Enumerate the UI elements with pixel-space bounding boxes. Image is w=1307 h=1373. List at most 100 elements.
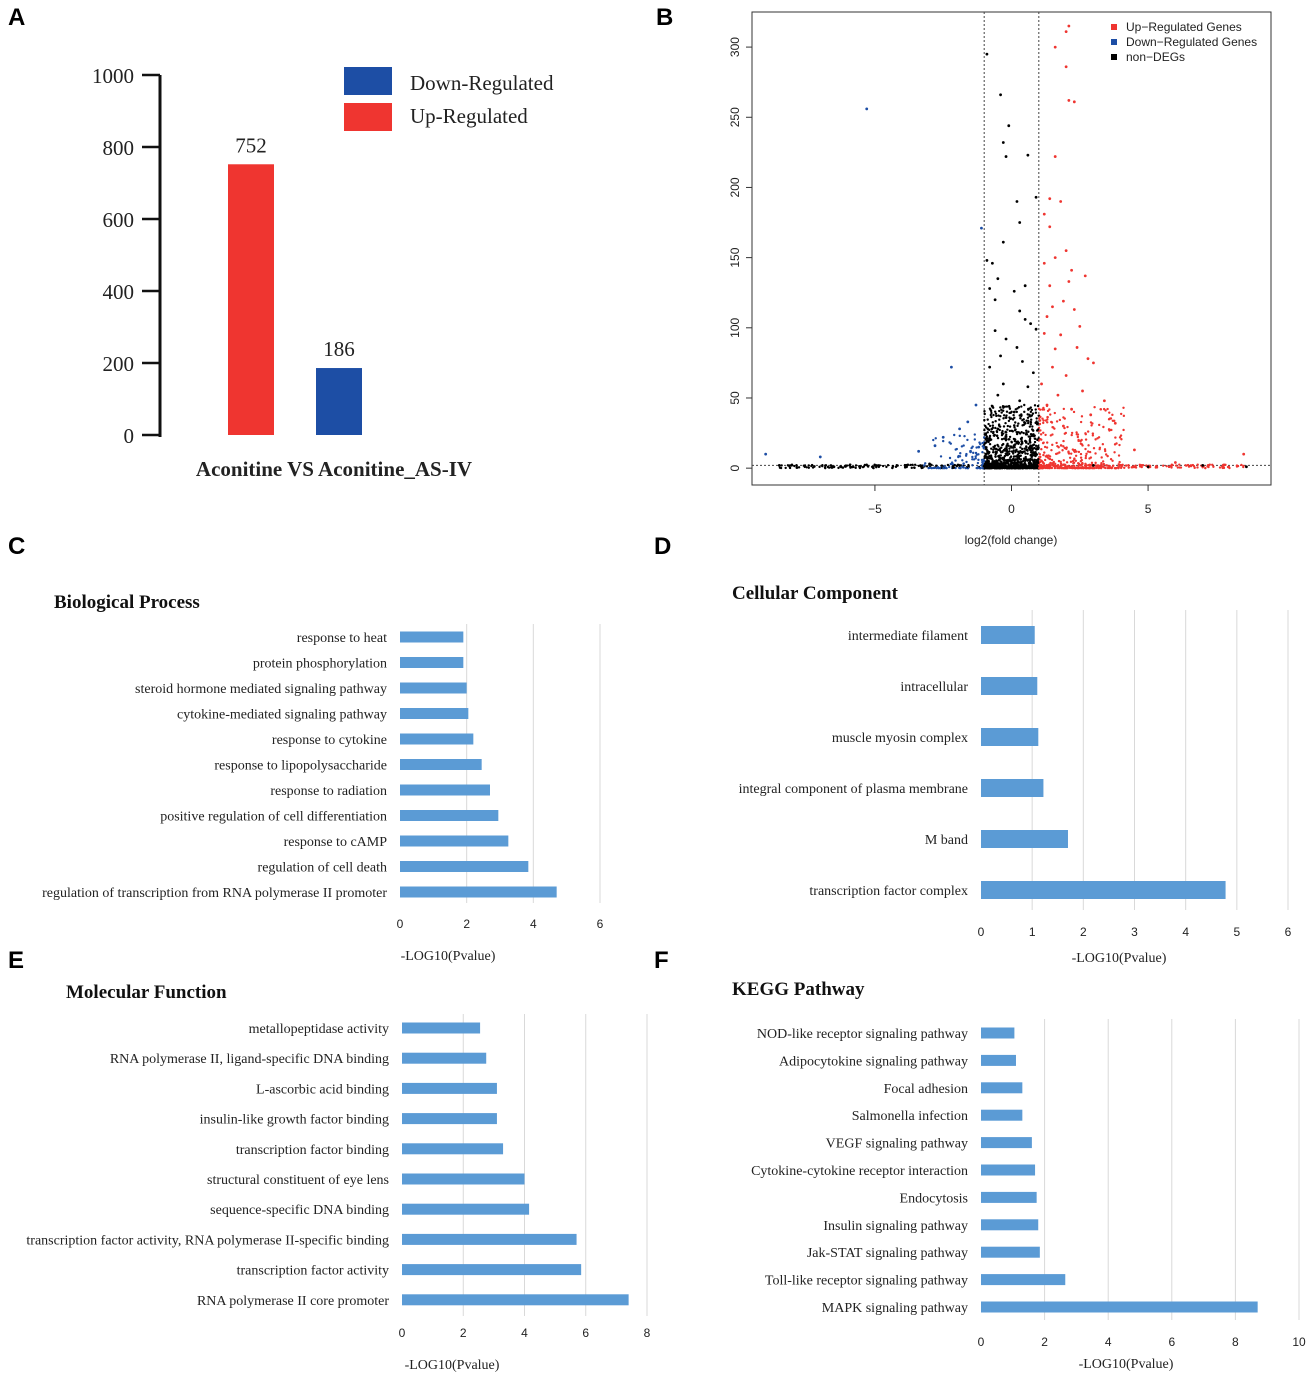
b-point-down bbox=[966, 420, 970, 424]
b-point-down bbox=[933, 444, 937, 448]
x-axis-label: -LOG10(Pvalue) bbox=[1072, 951, 1167, 966]
x-tick-label: 4 bbox=[1182, 925, 1189, 939]
a-y-tick-label: 0 bbox=[124, 424, 135, 448]
panel-a-deg-counts: 0 200 400 600 800 1000 752 186 Aconitine VS Ac… bbox=[92, 64, 554, 481]
b-point-nondeg bbox=[1023, 317, 1027, 321]
category-label: intracellular bbox=[900, 680, 968, 695]
category-label: NOD-like receptor signaling pathway bbox=[757, 1027, 968, 1042]
b-point-up bbox=[1086, 357, 1090, 361]
panel-title: Molecular Function bbox=[66, 982, 227, 1003]
b-point-nondeg bbox=[988, 365, 992, 369]
category-label: regulation of transcription from RNA pol… bbox=[42, 886, 387, 901]
b-point-down bbox=[958, 427, 961, 431]
b-point-up bbox=[1064, 249, 1068, 253]
a-bar-value-label: 752 bbox=[235, 133, 267, 157]
bar bbox=[981, 830, 1068, 848]
category-label: transcription factor activity, RNA polym… bbox=[26, 1233, 389, 1248]
a-legend-label-down: Down-Regulated bbox=[410, 71, 554, 95]
category-label: transcription factor binding bbox=[236, 1143, 389, 1158]
b-point-down bbox=[974, 403, 978, 407]
b-point-up bbox=[1040, 382, 1043, 386]
bar bbox=[981, 728, 1039, 746]
x-tick-label: 0 bbox=[397, 917, 404, 931]
b-point-nondeg bbox=[985, 259, 989, 262]
b-point-nondeg bbox=[988, 438, 992, 442]
bar bbox=[981, 677, 1038, 695]
b-point-up bbox=[1067, 280, 1071, 283]
x-tick-label: 5 bbox=[1233, 925, 1240, 939]
b-point-up bbox=[1072, 100, 1076, 104]
b-point-up bbox=[1062, 299, 1065, 303]
category-label: response to cAMP bbox=[284, 835, 388, 850]
b-point-nondeg bbox=[1029, 322, 1033, 325]
b-point-up bbox=[1133, 448, 1136, 452]
x-tick-label: 4 bbox=[530, 917, 537, 931]
b-point-up bbox=[1064, 65, 1068, 69]
b-point-nondeg bbox=[1004, 155, 1008, 158]
x-tick-label: 6 bbox=[582, 1326, 589, 1340]
b-point-nondeg bbox=[993, 329, 997, 333]
a-legend-label-up: Up-Regulated bbox=[410, 104, 528, 128]
b-point-up bbox=[1064, 374, 1068, 377]
x-tick-label: 4 bbox=[521, 1326, 528, 1340]
b-point-up bbox=[1102, 399, 1106, 403]
panel-letter-e: E bbox=[8, 947, 24, 974]
a-legend-swatch-down bbox=[344, 67, 392, 95]
a-x-axis-label: Aconitine VS Aconitine_AS-IV bbox=[196, 457, 472, 481]
b-point-nondeg bbox=[996, 277, 1000, 281]
b-point-down bbox=[764, 452, 768, 456]
x-tick-label: 6 bbox=[1168, 1335, 1175, 1349]
b-point-nondeg bbox=[1001, 141, 1005, 144]
b-y-tick-label: 150 bbox=[728, 247, 742, 267]
category-label: Jak-STAT signaling pathway bbox=[807, 1246, 968, 1261]
b-point-nondeg bbox=[996, 427, 1000, 431]
panel-title: KEGG Pathway bbox=[732, 979, 865, 1000]
b-point-nondeg bbox=[1023, 284, 1027, 288]
b-point-nondeg bbox=[1001, 240, 1005, 244]
bar bbox=[400, 631, 464, 643]
b-point-nondeg bbox=[1018, 221, 1022, 224]
b-point-down bbox=[941, 435, 945, 439]
x-tick-label: 0 bbox=[978, 925, 985, 939]
x-tick-label: 0 bbox=[978, 1335, 985, 1349]
x-tick-label: 2 bbox=[460, 1326, 467, 1340]
category-label: L-ascorbic acid binding bbox=[256, 1082, 389, 1097]
b-point-nondeg bbox=[1004, 416, 1008, 420]
x-axis-label: -LOG10(Pvalue) bbox=[401, 949, 496, 964]
panel-letter-c: C bbox=[8, 533, 25, 560]
x-tick-label: 10 bbox=[1292, 1335, 1306, 1349]
a-y-tick-label: 800 bbox=[103, 136, 135, 160]
b-point-up bbox=[1059, 200, 1063, 203]
bar bbox=[981, 1109, 1023, 1121]
x-tick-label: 2 bbox=[463, 917, 470, 931]
category-label: sequence-specific DNA binding bbox=[210, 1203, 389, 1218]
b-y-tick-label: 0 bbox=[728, 465, 742, 472]
bar bbox=[981, 881, 1226, 899]
b-point-up bbox=[1242, 452, 1246, 456]
a-y-tick-label: 200 bbox=[103, 352, 135, 376]
b-point-up bbox=[1078, 324, 1082, 328]
b-point-nondeg bbox=[999, 354, 1002, 358]
b-point-down bbox=[865, 107, 869, 111]
b-point-up bbox=[1206, 463, 1210, 467]
category-label: response to lipopolysaccharide bbox=[214, 759, 387, 774]
panel-f-kegg-pathway: KEGG Pathway 0 2 4 6 8 10 NOD-like receptor sig… bbox=[732, 979, 1306, 1372]
b-point-nondeg bbox=[1034, 195, 1038, 199]
bar bbox=[400, 784, 490, 796]
panel-b-volcano-plot: 0 50 100 150 200 250 300 −5 0 5 Up−Regulated Gene… bbox=[728, 11, 1272, 547]
b-point-up bbox=[1045, 403, 1049, 407]
b-point-nondeg bbox=[1001, 382, 1005, 386]
b-x-axis-label: log2(fold change) bbox=[965, 533, 1058, 547]
b-legend-label: Up−Regulated Genes bbox=[1126, 20, 1242, 34]
bar bbox=[400, 810, 499, 821]
category-label: integral component of plasma membrane bbox=[739, 782, 968, 797]
a-legend-swatch-up bbox=[344, 103, 392, 131]
category-label: response to cytokine bbox=[272, 733, 387, 748]
category-label: RNA polymerase II core promoter bbox=[197, 1294, 389, 1309]
b-point-nondeg bbox=[1021, 360, 1024, 363]
b-point-up bbox=[1092, 361, 1095, 365]
b-point-nondeg bbox=[1018, 399, 1022, 403]
category-label: Endocytosis bbox=[900, 1191, 968, 1206]
b-point-nondeg bbox=[1023, 421, 1027, 425]
b-point-up bbox=[1062, 424, 1065, 428]
